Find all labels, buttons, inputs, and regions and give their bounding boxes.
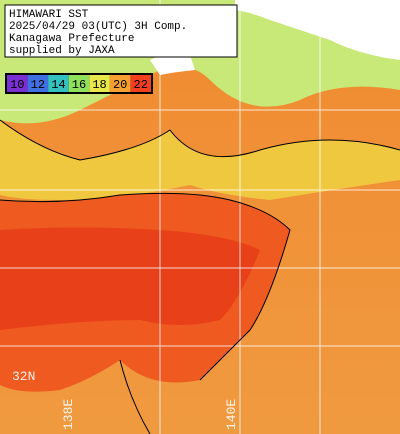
title-line: supplied by JAXA <box>9 45 115 57</box>
legend-cell <box>109 75 131 92</box>
warmest-water <box>0 227 260 330</box>
legend-label: 14 <box>51 78 65 92</box>
legend-cell <box>7 75 28 92</box>
legend: 10 12 14 16 18 20 22 <box>5 73 153 94</box>
isotherms <box>0 119 400 434</box>
legend-cell <box>27 75 49 92</box>
title-line: Kanagawa Prefecture <box>9 33 134 45</box>
legend-cell <box>130 75 151 92</box>
land <box>150 53 195 75</box>
land <box>235 0 400 60</box>
legend-label: 20 <box>113 78 127 92</box>
lon-label: 140E <box>224 399 239 430</box>
legend-cell <box>89 75 110 92</box>
lat-label: 32N <box>12 369 35 384</box>
title-line: HIMAWARI SST <box>9 9 89 21</box>
title-line: 2025/04/29 03(UTC) 3H Comp. <box>9 21 187 33</box>
legend-label: 16 <box>72 78 86 92</box>
legend-label: 12 <box>31 78 45 92</box>
legend-label: 18 <box>92 78 106 92</box>
legend-label: 10 <box>10 78 24 92</box>
legend-cell <box>48 75 69 92</box>
legend-cell <box>68 75 90 92</box>
title-box <box>4 4 238 58</box>
mid-water <box>0 120 400 200</box>
lon-label: 138E <box>61 399 76 430</box>
legend-label: 22 <box>134 78 148 92</box>
